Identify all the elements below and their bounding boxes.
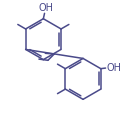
Text: OH: OH bbox=[39, 3, 54, 13]
Text: OH: OH bbox=[107, 63, 122, 73]
